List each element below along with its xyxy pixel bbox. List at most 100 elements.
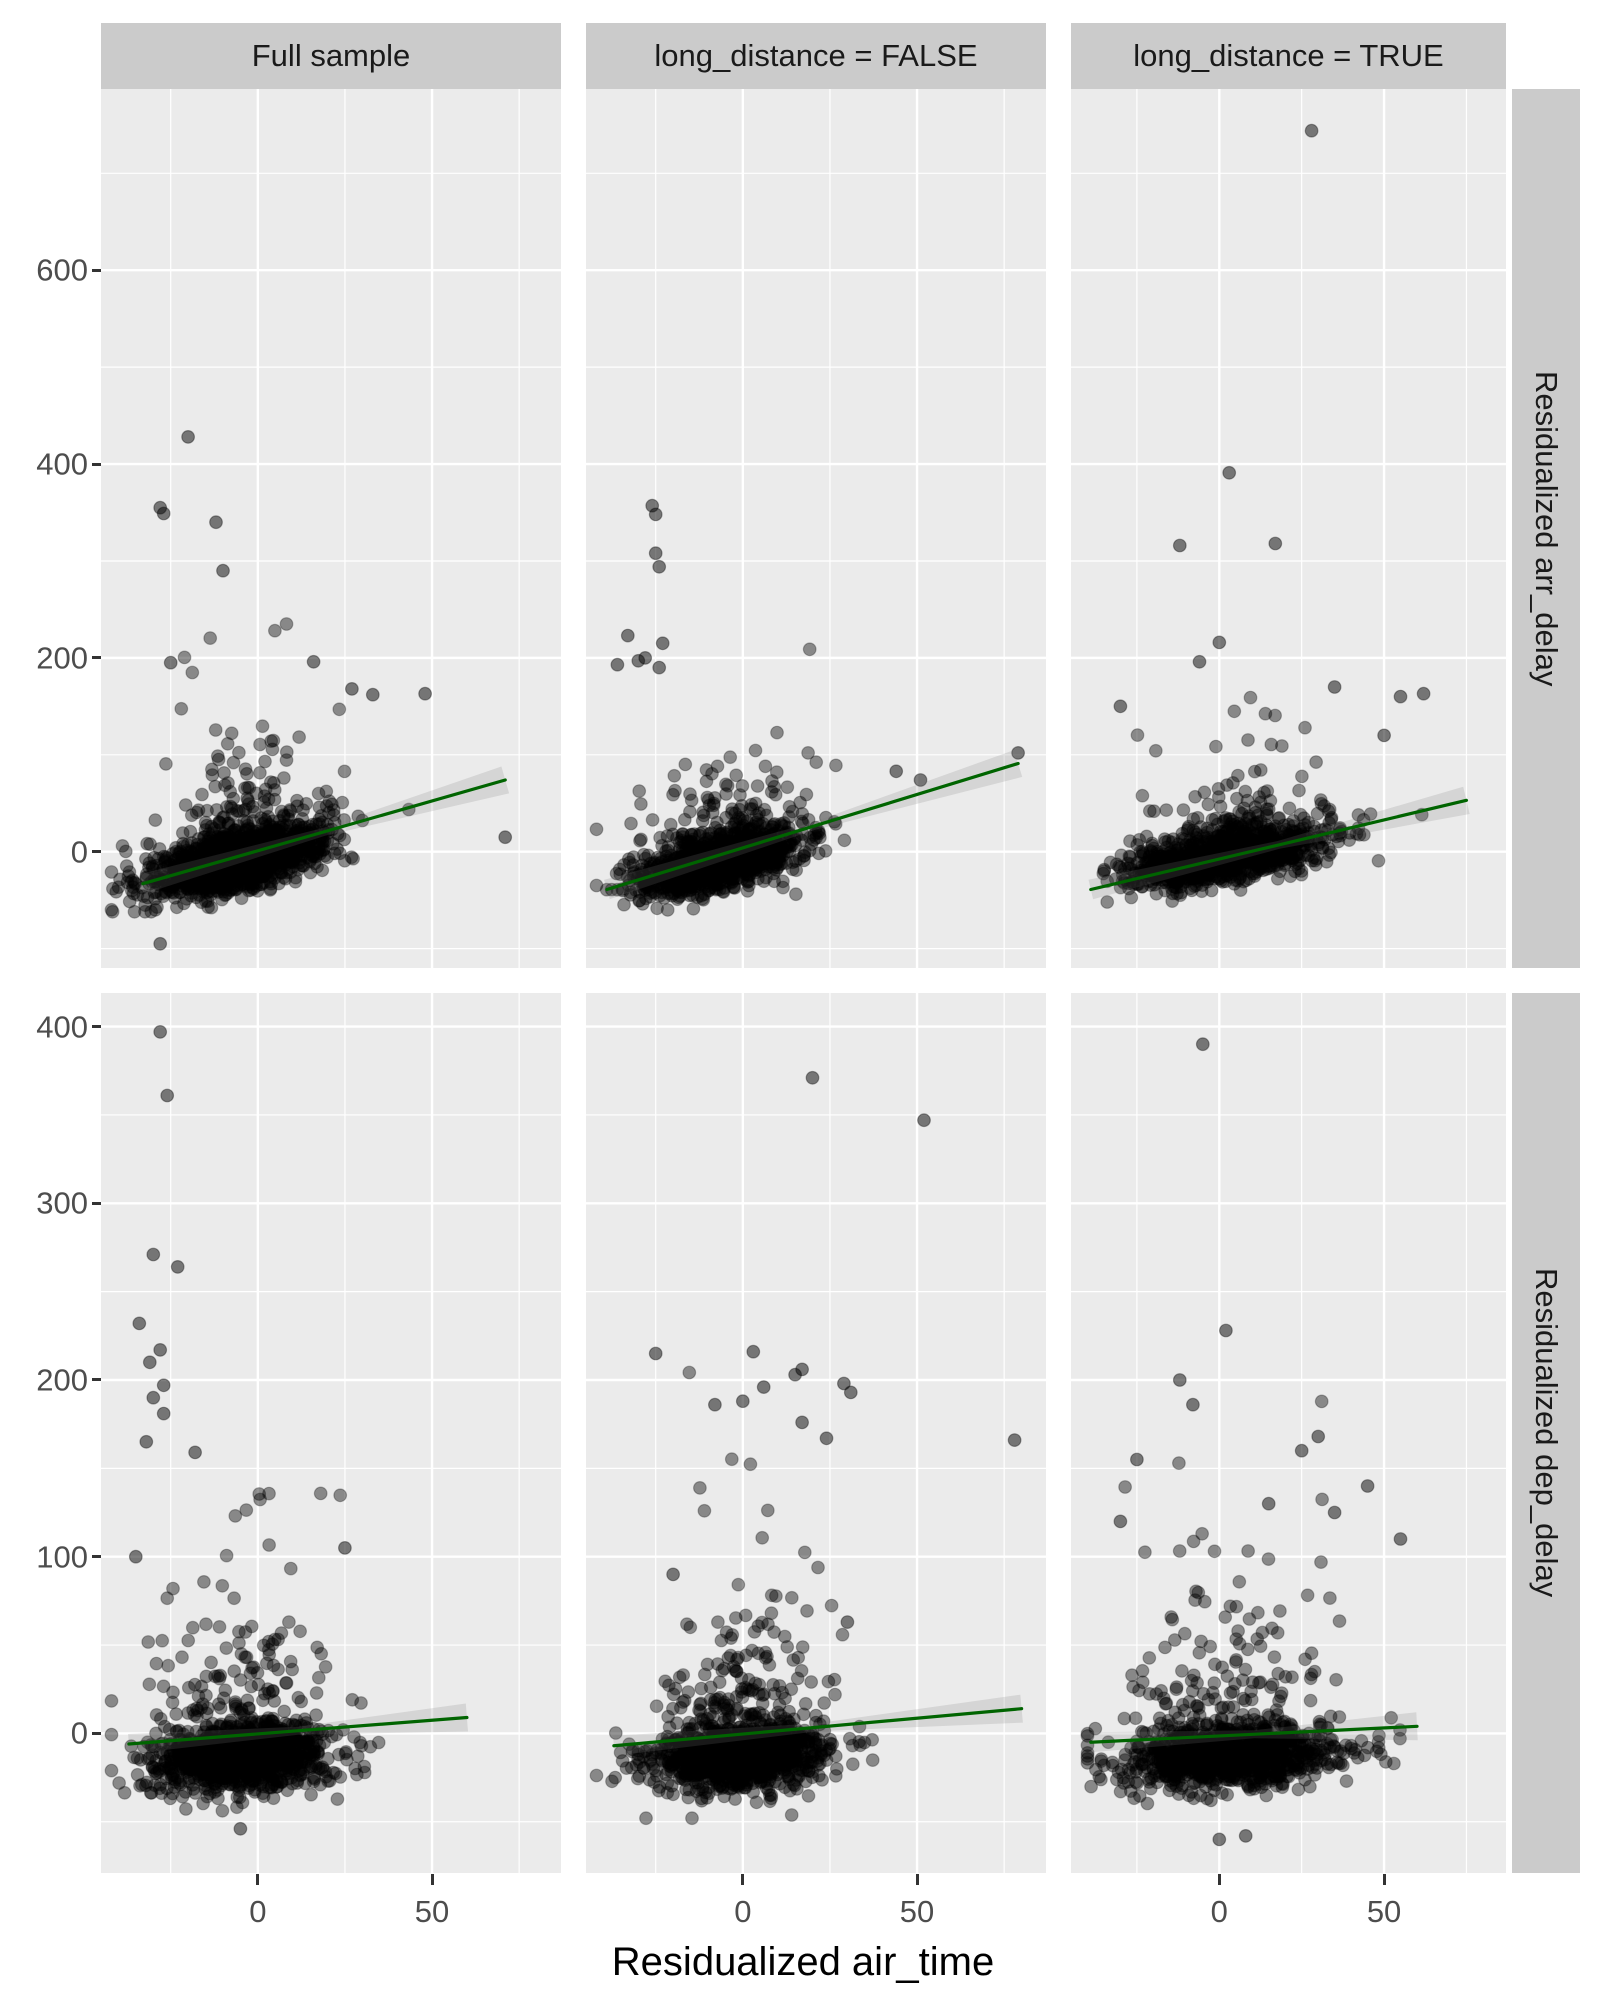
y-tick-label: 200 xyxy=(36,640,88,676)
point-cloud xyxy=(589,1365,880,1826)
y-tick-mark xyxy=(92,1555,101,1559)
y-tick-label: 0 xyxy=(70,834,88,870)
y-tick-mark xyxy=(92,1025,101,1029)
outlier-point xyxy=(1212,635,1227,650)
outlier-point xyxy=(648,1346,663,1361)
panel-background xyxy=(1071,89,1506,968)
confidence-ribbon xyxy=(140,766,510,894)
outlier-point xyxy=(181,430,195,444)
y-tick-label: 200 xyxy=(36,1362,88,1398)
y-tick-mark xyxy=(92,656,101,660)
outlier-point xyxy=(1294,1443,1309,1458)
trend-line xyxy=(612,1707,1024,1748)
panel-long-distance-true-r1 xyxy=(1071,993,1506,1873)
outlier-point xyxy=(735,1394,750,1409)
point-cloud xyxy=(1096,690,1429,909)
y-tick-label: 100 xyxy=(36,1539,88,1575)
trend-line xyxy=(1089,1724,1419,1744)
outlier-point xyxy=(160,1088,175,1103)
outlier-point xyxy=(344,682,359,696)
outlier-point xyxy=(648,546,663,561)
outlier-point xyxy=(652,660,667,675)
trend-line xyxy=(141,778,507,886)
x-axis-title: Residualized air_time xyxy=(611,1940,995,1984)
gridlines-major xyxy=(586,993,1046,1873)
outlier-point xyxy=(365,687,380,702)
outlier-points xyxy=(128,1025,352,1836)
y-tick-label: 600 xyxy=(36,252,88,288)
trend-line xyxy=(605,761,1020,892)
outlier-point xyxy=(1268,536,1283,551)
outlier-points xyxy=(1113,123,1431,743)
outlier-point xyxy=(498,830,513,845)
facet-strip-label: long_distance = TRUE xyxy=(1133,38,1444,73)
outlier-point xyxy=(233,1821,248,1836)
outlier-point xyxy=(917,1113,931,1128)
outlier-point xyxy=(1113,699,1128,714)
panel-background xyxy=(586,89,1046,968)
point-cloud xyxy=(104,1486,386,1818)
facet-strip-dep-delay: Residualized dep_delay xyxy=(1512,993,1580,1873)
panel-full-sample-r1 xyxy=(101,993,561,1873)
outlier-point xyxy=(170,1260,185,1274)
outlier-point xyxy=(795,1362,810,1377)
confidence-ribbon xyxy=(128,1703,468,1754)
outlier-point xyxy=(843,1385,858,1400)
outlier-point xyxy=(139,1434,154,1449)
outlier-point xyxy=(128,1549,143,1564)
confidence-ribbon xyxy=(613,1694,1023,1756)
outlier-point xyxy=(337,1541,352,1555)
facet-strip-label: Residualized dep_delay xyxy=(1529,1268,1564,1598)
outlier-point xyxy=(146,1390,161,1405)
y-tick-mark xyxy=(92,268,101,272)
outlier-point xyxy=(1238,1829,1253,1843)
panel-background xyxy=(101,993,561,1873)
outlier-point xyxy=(156,1378,171,1393)
y-tick-label: 400 xyxy=(36,1009,88,1045)
outlier-point xyxy=(132,1316,147,1331)
gridlines-minor xyxy=(101,993,561,1873)
facet-strip-label: Residualized arr_delay xyxy=(1529,370,1564,687)
outlier-point xyxy=(163,655,178,670)
outlier-point xyxy=(610,657,625,672)
outlier-point xyxy=(1327,1505,1342,1520)
panel-long-distance-false-r1 xyxy=(586,993,1046,1873)
outlier-point xyxy=(648,507,663,522)
outlier-point xyxy=(1172,1373,1187,1387)
x-tick-label: 0 xyxy=(249,1894,267,1929)
y-tick-mark xyxy=(92,1731,101,1735)
outlier-point xyxy=(1218,1323,1233,1338)
gridlines-major xyxy=(101,993,561,1873)
confidence-ribbon xyxy=(1090,1712,1418,1753)
x-tick-label: 50 xyxy=(1366,1894,1402,1929)
outlier-point xyxy=(707,1397,722,1412)
y-tick-mark xyxy=(92,1378,101,1382)
gridlines-minor xyxy=(586,89,1046,968)
outlier-point xyxy=(156,506,171,521)
outlier-point xyxy=(840,1615,855,1629)
panel-long-distance-true-r0 xyxy=(1071,89,1506,968)
outlier-point xyxy=(836,1376,851,1391)
panel-background xyxy=(101,89,561,968)
outlier-point xyxy=(1393,1532,1408,1546)
outlier-point xyxy=(1377,728,1392,743)
outlier-point xyxy=(1222,465,1237,480)
facet-strip-label: long_distance = FALSE xyxy=(654,38,978,73)
gridlines-major xyxy=(586,89,1046,968)
outlier-point xyxy=(1130,1452,1144,1467)
outlier-point xyxy=(1011,746,1026,760)
x-tick-mark xyxy=(915,1874,919,1885)
facet-strip-long-distance-false: long_distance = FALSE xyxy=(586,23,1046,89)
facet-strip-long-distance-true: long_distance = TRUE xyxy=(1071,23,1506,89)
outlier-point xyxy=(1327,680,1342,694)
outlier-points xyxy=(648,1070,1022,1629)
outlier-point xyxy=(1185,1397,1200,1412)
outlier-point xyxy=(1304,123,1319,138)
outlier-point xyxy=(306,654,321,669)
outlier-point xyxy=(756,1380,771,1395)
gridlines-minor xyxy=(101,89,561,968)
outlier-points xyxy=(153,430,513,951)
outlier-point xyxy=(638,651,653,665)
outlier-point xyxy=(1195,1037,1210,1052)
